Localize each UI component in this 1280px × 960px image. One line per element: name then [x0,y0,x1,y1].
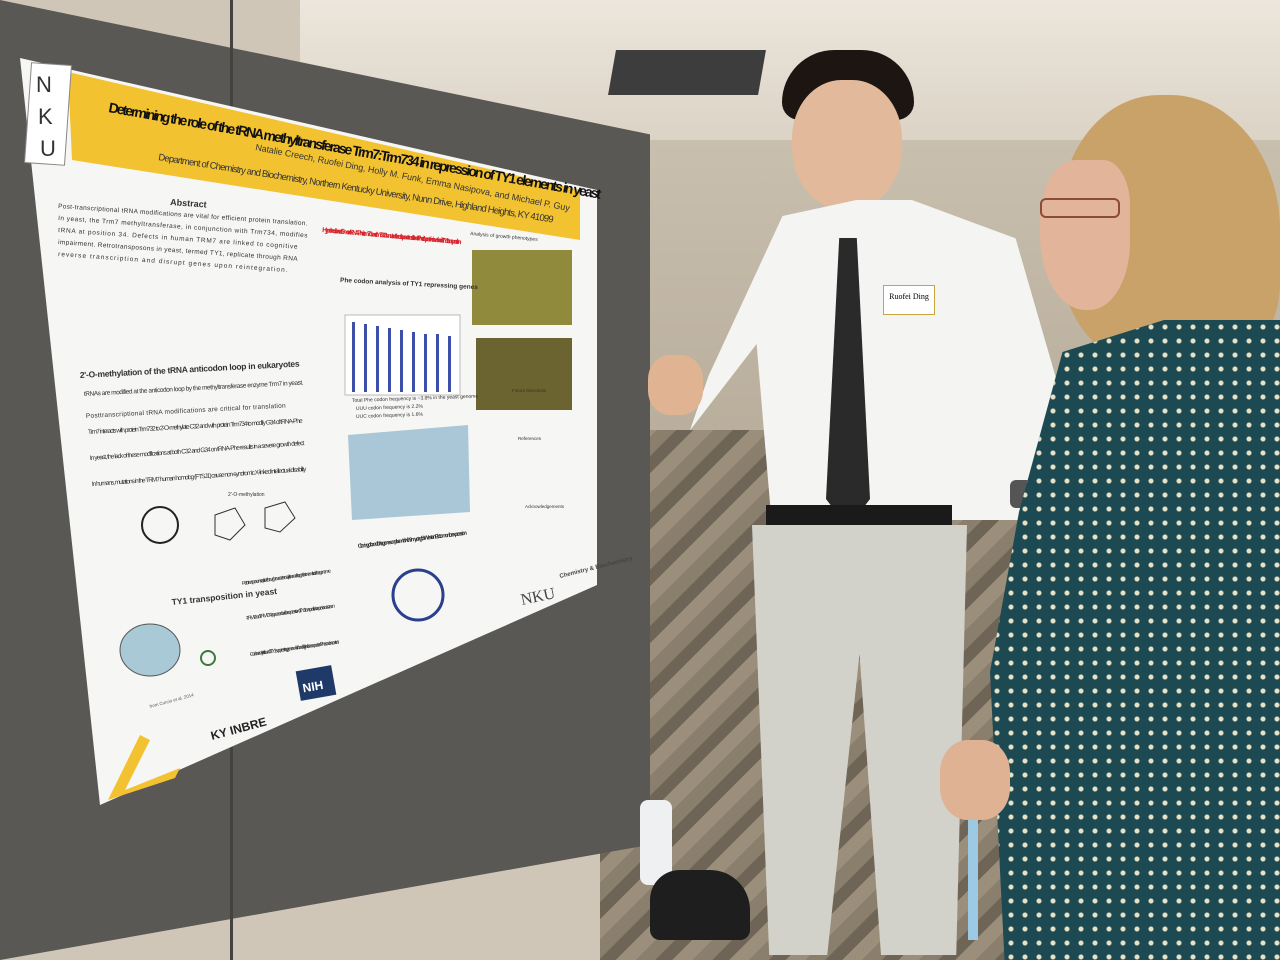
codon-note: UUC codon frequency is 1.6% [356,412,424,420]
references-heading: References [518,436,542,441]
codon-bar-chart [344,314,461,396]
codon-table [348,425,470,520]
nku-logo: NKU [519,585,557,609]
ack-heading: Acknowledgements [525,504,565,509]
ribose-diagram [264,501,296,533]
bar [376,326,379,392]
growth-heading: Analysis of growth phenotypes [470,231,539,243]
bar [352,322,355,392]
codon-note: Total Phe codon frequency is ~3.8% in th… [352,394,479,404]
trna-loop-diagram [141,506,179,544]
nku-element-logo [24,62,72,166]
presenter-belt [766,505,952,527]
water-bottle [640,800,672,885]
logo-letter-k: K [38,104,53,129]
nku-gold-logo-mark [108,735,180,800]
plasmid-diagram [391,568,445,622]
poster-banner [68,72,580,240]
bar [400,330,403,392]
visitor-hands [940,740,1010,820]
bar [448,336,451,392]
ty1-particle-icon [200,650,216,666]
visitor-face [1040,160,1130,310]
future-heading: Future Directions [512,388,547,393]
logo-letter-n: N [36,72,52,97]
abstract-heading: Abstract [170,197,207,210]
nih-logo: NIH [302,678,325,695]
growth-plate-image [472,250,572,325]
name-badge: Ruofei Ding [883,285,935,315]
bar [412,332,415,392]
codon-note: UUU codon frequency is 2.2% [356,404,424,412]
visitor-dress [990,320,1280,960]
bar [388,328,391,392]
poster-sheet [20,58,597,805]
lanyard-keys [968,820,978,940]
nih-logo-box [295,665,337,701]
presenter-face [792,80,902,210]
eyeglasses [1040,198,1120,218]
ribose-diagram [214,507,246,541]
yeast-cell-diagram [119,623,181,677]
bar [424,334,427,392]
presenter-hand [648,355,703,415]
bar [436,334,439,392]
logo-letter-u: U [40,136,56,161]
black-bag [650,870,750,940]
growth-plate-image [476,338,572,410]
methylation-diagram-label: 2'-O-methylation [228,492,265,498]
bar [364,324,367,392]
